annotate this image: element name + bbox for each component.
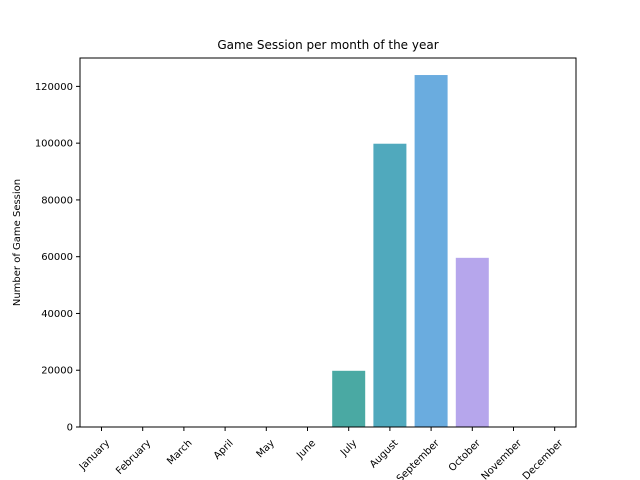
x-tick-label-february: February (114, 438, 153, 477)
x-tick-label-april: April (212, 438, 236, 462)
y-axis-label: Number of Game Session (12, 179, 23, 306)
x-tick-label-august: August (368, 438, 401, 471)
y-tick-label: 20000 (41, 366, 73, 377)
x-tick-label-december: December (521, 437, 566, 480)
x-tick-label-july: July (338, 438, 359, 459)
x-tick-label-november: November (480, 437, 525, 480)
y-tick-label: 0 (67, 423, 73, 434)
x-tick-label-may: May (255, 438, 277, 460)
y-tick-label: 100000 (35, 139, 73, 150)
bar-august (373, 143, 407, 427)
bar-july (332, 370, 366, 427)
plot-frame (79, 57, 577, 428)
bar-september (414, 75, 448, 427)
x-tick-label-september: September (395, 437, 442, 480)
y-tick-label: 120000 (35, 82, 73, 93)
x-tick-label-october: October (447, 437, 484, 474)
y-tick-label: 80000 (41, 195, 73, 206)
bar-october (455, 257, 489, 427)
bars-group (332, 75, 489, 427)
x-axis: January February March April May June July Augu… (77, 427, 566, 480)
y-tick-label: 60000 (41, 252, 73, 263)
x-tick-label-june: June (294, 438, 318, 462)
x-tick-label-january: January (77, 438, 112, 473)
y-tick-label: 40000 (41, 309, 73, 320)
chart-title: Game Session per month of the year (217, 38, 438, 52)
x-tick-label-march: March (165, 438, 194, 467)
y-axis: 0 20000 40000 60000 80000 100000 120000 (35, 82, 80, 434)
